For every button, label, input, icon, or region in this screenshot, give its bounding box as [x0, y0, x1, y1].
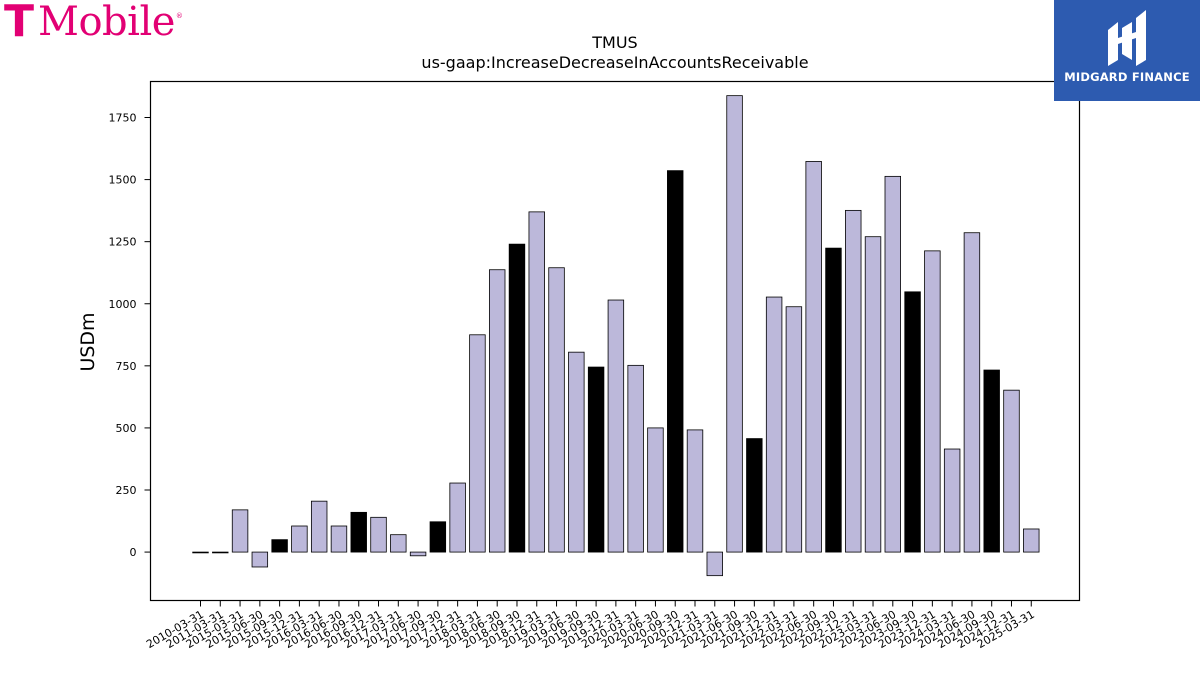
bar-2015-09-30: [271, 539, 288, 553]
y-tick-label: 1500: [109, 174, 137, 187]
midgard-finance-watermark: MIDGARD FINANCE: [1054, 0, 1200, 101]
bar-2022-06-30: [805, 161, 822, 553]
bar-2022-12-31: [845, 209, 862, 553]
watermark-text: MIDGARD FINANCE: [1064, 70, 1190, 84]
bar-2021-06-30: [726, 95, 743, 553]
bar-2024-12-31: [1003, 389, 1020, 553]
bar-2015-03-31: [231, 509, 249, 553]
bar-2020-03-31: [627, 364, 644, 553]
bar-2018-06-30: [488, 269, 506, 553]
y-tick-label: 250: [116, 484, 137, 497]
bar-2023-03-31: [864, 236, 882, 553]
bar-2017-03-31: [390, 534, 407, 553]
y-tick-label: 1000: [109, 298, 137, 311]
t-mobile-wordmark: Mobile: [38, 0, 175, 45]
y-tick-label: 500: [116, 422, 137, 435]
bar-2015-12-31: [291, 525, 308, 553]
bar-2016-06-30: [330, 525, 348, 553]
bar-2017-06-30: [409, 551, 427, 557]
bar-2016-09-30: [350, 511, 367, 553]
bar-2023-06-30: [884, 175, 902, 553]
bar-2024-09-30: [983, 369, 1000, 553]
bar-2023-09-30: [904, 291, 921, 553]
chart-subtitle: us-gaap:IncreaseDecreaseInAccountsReceiv…: [421, 53, 808, 72]
bar-2018-12-31: [528, 211, 545, 553]
bar-2020-06-30: [647, 427, 664, 553]
bar-2011-03-31: [212, 551, 229, 554]
bar-2025-03-31: [1023, 528, 1040, 553]
bar-2022-03-31: [785, 306, 803, 553]
bar-2019-06-30: [568, 351, 585, 553]
bar-2017-09-30: [429, 521, 447, 553]
registered-mark: ®: [175, 12, 183, 20]
bar-2021-09-30: [746, 438, 763, 553]
bar-2023-12-31: [924, 250, 941, 553]
y-tick-label: 750: [116, 360, 137, 373]
x-axis: 2010-03-312011-03-312015-03-312015-06-30…: [144, 600, 1037, 651]
y-tick-label: 0: [130, 546, 137, 559]
bar-2018-09-30: [508, 243, 526, 553]
bar-2024-06-30: [963, 232, 981, 553]
bar-2016-12-31: [370, 516, 387, 553]
y-axis-label: USDm: [77, 312, 99, 371]
bar-2024-03-31: [943, 448, 961, 553]
bar-2018-03-31: [469, 334, 486, 553]
bar-2022-09-30: [825, 247, 842, 553]
bar-2019-12-31: [607, 299, 625, 553]
bar-2020-12-31: [686, 429, 704, 553]
bar-2015-06-30: [251, 551, 269, 568]
midgard-logo-icon: [1108, 10, 1146, 66]
bar-2019-03-31: [548, 267, 565, 553]
bar-2021-12-31: [765, 296, 783, 553]
bar-2010-03-31: [192, 551, 209, 554]
chart-title: TMUS: [591, 33, 637, 52]
bar-2020-09-30: [667, 170, 684, 553]
bars-group: [192, 95, 1040, 577]
t-mobile-t-mark: T: [4, 0, 35, 47]
bar-2017-12-31: [449, 482, 466, 553]
t-mobile-logo: T Mobile ®: [4, 0, 183, 46]
plot-frame: [149, 80, 1081, 602]
y-tick-label: 1750: [109, 112, 137, 125]
bar-2016-03-31: [310, 500, 328, 553]
y-tick-label: 1250: [109, 236, 137, 249]
bar-2021-03-31: [706, 551, 723, 577]
y-axis: 0 250 500 750 1000 1250 1500 1750: [109, 112, 151, 559]
bar-2019-09-30: [587, 366, 605, 553]
